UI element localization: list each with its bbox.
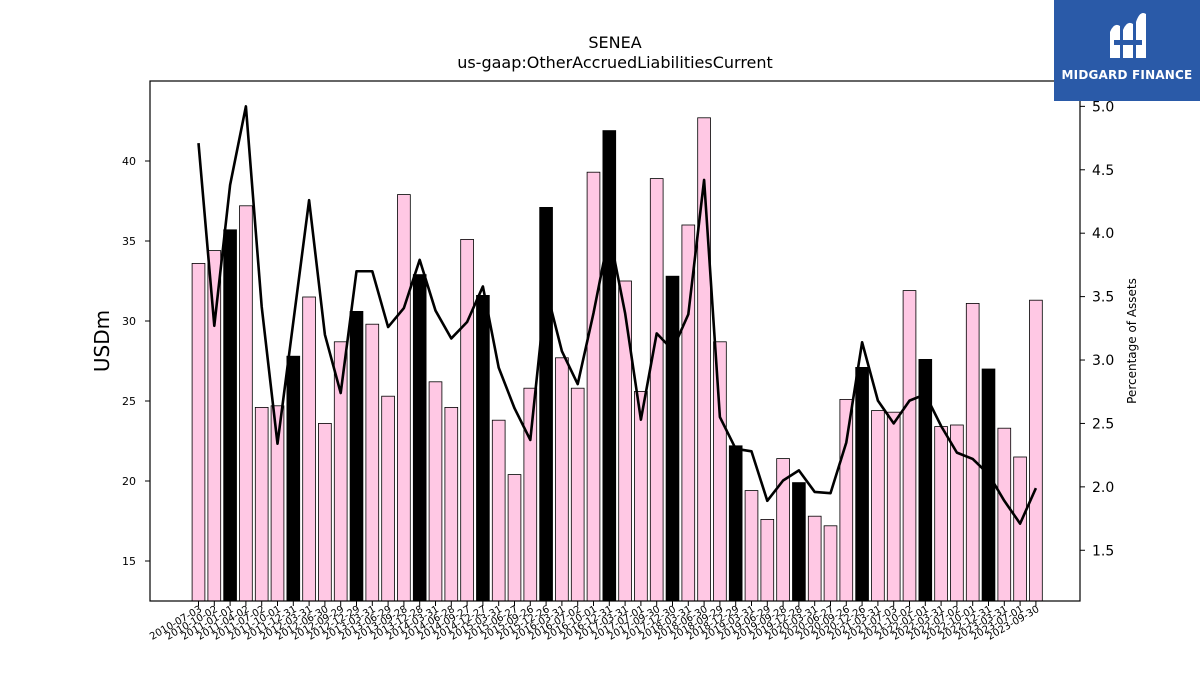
bar-0	[191, 262, 206, 602]
y-tick-label-0: 15	[122, 555, 136, 568]
bar-23	[555, 357, 569, 602]
y2-tick-label-0: 1.5	[1092, 543, 1114, 559]
bar-50	[981, 368, 996, 602]
bar-52	[1013, 456, 1027, 602]
bar-40	[823, 525, 838, 602]
bar-43	[871, 410, 885, 602]
bar-4	[254, 406, 269, 602]
bar-29	[649, 178, 664, 602]
bar-35	[744, 490, 759, 602]
logo-text: MIDGARD FINANCE	[1061, 68, 1193, 82]
y2-tick-label-2: 2.5	[1092, 416, 1114, 432]
bar-14	[412, 274, 427, 602]
bar-15	[428, 381, 443, 602]
y-tick-label-1: 20	[122, 475, 136, 488]
bar-10	[349, 310, 364, 602]
chart-title: SENEA	[588, 33, 641, 52]
bar-38	[792, 482, 806, 602]
y-tick-label-3: 30	[122, 315, 136, 328]
bar-30	[665, 275, 680, 602]
bar-20	[507, 474, 522, 602]
bar-6	[286, 355, 301, 602]
bar-24	[570, 387, 585, 602]
bar-25	[586, 171, 601, 602]
percentage-of-assets-line	[197, 105, 1038, 525]
bar-16	[444, 406, 459, 602]
bar-17	[460, 238, 474, 602]
bar-28	[634, 390, 648, 602]
bar-18	[476, 294, 490, 602]
chart-subtitle: us-gaap:OtherAccruedLiabilitiesCurrent	[457, 53, 773, 72]
bar-53	[1029, 299, 1043, 602]
bar-19	[491, 419, 506, 602]
bar-group	[191, 117, 1043, 602]
line-layer	[197, 105, 1038, 525]
brand-logo: MIDGARD FINANCE	[1054, 0, 1200, 101]
y-tick-label-4: 35	[122, 235, 136, 248]
bar-2	[223, 229, 237, 602]
y2-tick-label-1: 2.0	[1092, 480, 1114, 496]
bar-12	[381, 395, 395, 602]
bar-36	[760, 519, 775, 602]
bar-3	[239, 205, 253, 602]
bar-51	[997, 427, 1012, 602]
bar-1	[207, 250, 222, 602]
bar-49	[965, 302, 980, 602]
bar-8	[318, 422, 332, 602]
y2-tick-label-3: 3.0	[1092, 353, 1114, 369]
y-tick-label-5: 40	[122, 155, 136, 168]
bar-42	[855, 366, 869, 602]
bar-11	[365, 323, 380, 602]
bar-33	[713, 341, 727, 602]
bar-7	[302, 296, 316, 602]
y-axis-label: USDm	[90, 310, 114, 372]
bar-41	[839, 398, 854, 602]
midgard-logo-icon	[1110, 13, 1146, 58]
bar-39	[807, 515, 822, 602]
y-tick-label-2: 25	[122, 395, 136, 408]
bar-47	[934, 426, 948, 602]
bar-34	[728, 445, 743, 602]
y2-tick-label-5: 4.0	[1092, 226, 1114, 242]
bar-27	[618, 280, 632, 602]
bar-45	[902, 290, 917, 602]
y2-tick-label-7: 5.0	[1092, 99, 1114, 115]
bar-22	[539, 206, 553, 602]
bar-21	[523, 387, 538, 602]
bar-13	[397, 194, 411, 602]
bar-44	[886, 411, 901, 602]
y2-tick-label-6: 4.5	[1092, 163, 1114, 179]
axes: 1520253035401.52.02.53.03.54.04.55.02010…	[122, 80, 1114, 643]
y2-axis-label: Percentage of Assets	[1125, 278, 1139, 404]
bar-26	[602, 130, 617, 602]
plot-frame	[149, 80, 1081, 602]
y2-tick-label-4: 3.5	[1092, 290, 1114, 306]
